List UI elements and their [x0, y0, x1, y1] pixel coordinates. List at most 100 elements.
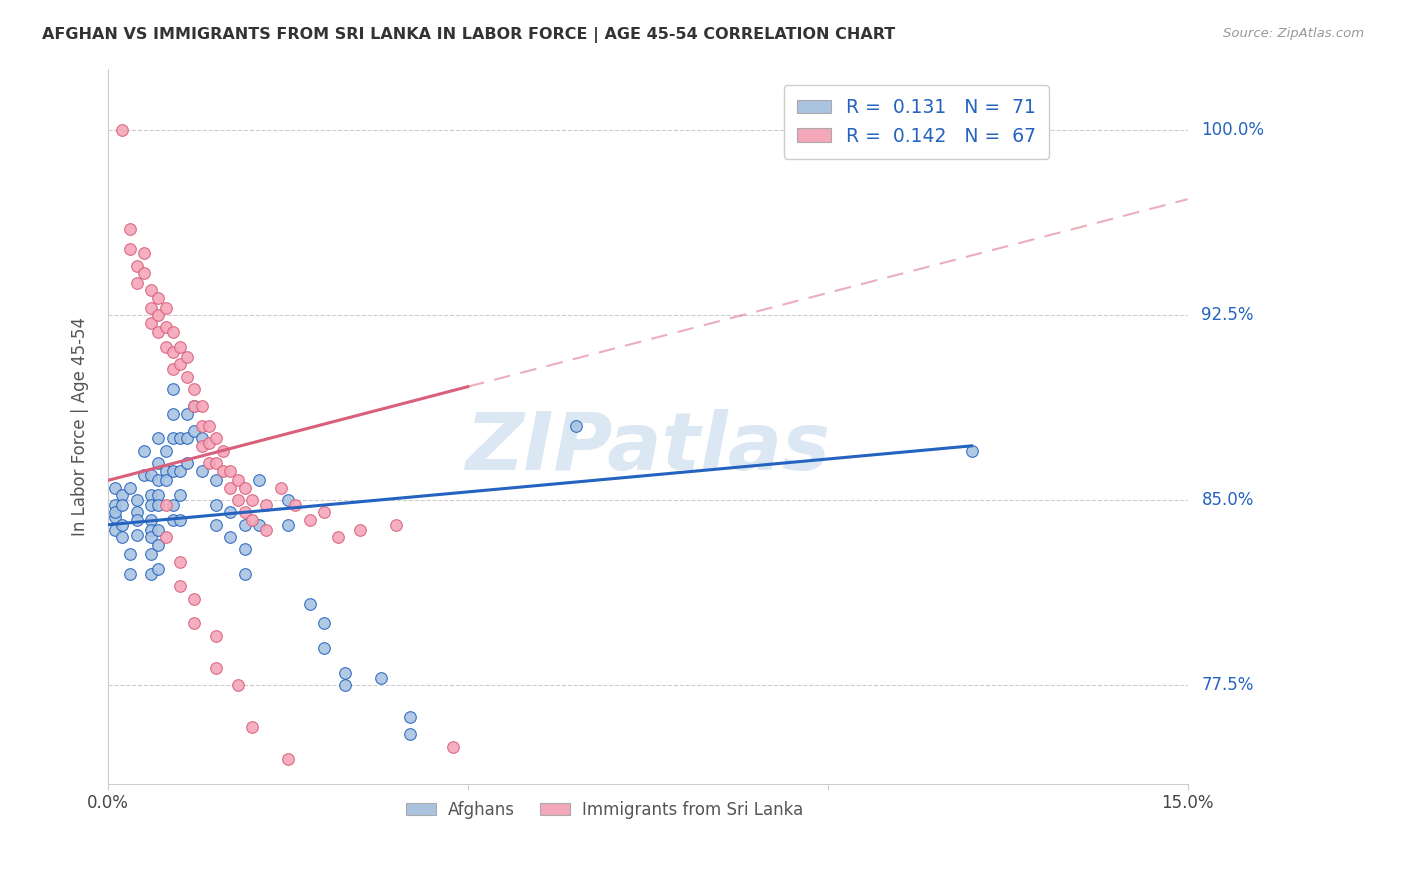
- Point: [148, 432, 170, 446]
- Point: [233, 567, 256, 582]
- Point: [240, 720, 263, 734]
- Point: [169, 432, 191, 446]
- Point: [162, 463, 184, 477]
- Point: [155, 463, 177, 477]
- Legend: Afghans, Immigrants from Sri Lanka: Afghans, Immigrants from Sri Lanka: [399, 794, 810, 825]
- Point: [155, 474, 177, 488]
- Point: [399, 727, 422, 741]
- Point: [132, 468, 155, 483]
- Point: [212, 463, 235, 477]
- Point: [197, 436, 219, 450]
- Point: [183, 616, 205, 631]
- Point: [111, 123, 134, 137]
- Point: [162, 407, 184, 421]
- Point: [111, 488, 134, 502]
- Text: ZIPatlas: ZIPatlas: [465, 409, 831, 486]
- Point: [155, 340, 177, 354]
- Point: [212, 443, 235, 458]
- Point: [312, 641, 335, 656]
- Point: [226, 678, 249, 692]
- Point: [169, 358, 191, 372]
- Point: [162, 513, 184, 527]
- Point: [141, 530, 163, 544]
- Point: [399, 710, 422, 724]
- Point: [176, 456, 198, 470]
- Point: [219, 481, 242, 495]
- Point: [148, 291, 170, 305]
- Point: [240, 513, 263, 527]
- Point: [312, 505, 335, 519]
- Point: [183, 400, 205, 414]
- Point: [148, 308, 170, 322]
- Point: [141, 547, 163, 561]
- Point: [104, 498, 127, 512]
- Point: [148, 498, 170, 512]
- Point: [219, 463, 242, 477]
- Point: [183, 591, 205, 606]
- Point: [155, 443, 177, 458]
- Point: [141, 468, 163, 483]
- Point: [190, 432, 212, 446]
- Point: [328, 530, 350, 544]
- Point: [277, 517, 299, 532]
- Point: [141, 567, 163, 582]
- Point: [254, 523, 277, 537]
- Point: [183, 382, 205, 396]
- Point: [155, 320, 177, 334]
- Point: [141, 301, 163, 315]
- Point: [205, 432, 228, 446]
- Point: [111, 498, 134, 512]
- Point: [118, 242, 141, 256]
- Point: [141, 284, 163, 298]
- Point: [205, 629, 228, 643]
- Point: [176, 350, 198, 364]
- Point: [176, 432, 198, 446]
- Point: [104, 510, 127, 524]
- Point: [111, 530, 134, 544]
- Point: [141, 513, 163, 527]
- Text: 77.5%: 77.5%: [1202, 676, 1254, 694]
- Point: [125, 527, 148, 541]
- Point: [104, 481, 127, 495]
- Point: [190, 463, 212, 477]
- Point: [349, 523, 371, 537]
- Point: [169, 340, 191, 354]
- Point: [190, 400, 212, 414]
- Point: [148, 523, 170, 537]
- Point: [443, 739, 465, 754]
- Point: [132, 246, 155, 260]
- Point: [254, 498, 277, 512]
- Point: [233, 481, 256, 495]
- Point: [155, 498, 177, 512]
- Point: [125, 259, 148, 273]
- Point: [565, 419, 588, 434]
- Point: [183, 424, 205, 438]
- Point: [176, 369, 198, 384]
- Point: [169, 463, 191, 477]
- Point: [141, 523, 163, 537]
- Point: [104, 523, 127, 537]
- Point: [233, 505, 256, 519]
- Point: [111, 517, 134, 532]
- Point: [205, 474, 228, 488]
- Point: [183, 400, 205, 414]
- Point: [162, 326, 184, 340]
- Point: [277, 493, 299, 508]
- Point: [162, 498, 184, 512]
- Text: 85.0%: 85.0%: [1202, 491, 1254, 509]
- Point: [370, 671, 392, 685]
- Point: [205, 517, 228, 532]
- Point: [205, 661, 228, 675]
- Point: [162, 362, 184, 376]
- Point: [169, 579, 191, 593]
- Point: [247, 474, 270, 488]
- Point: [219, 530, 242, 544]
- Point: [125, 276, 148, 290]
- Point: [132, 266, 155, 280]
- Point: [162, 432, 184, 446]
- Point: [155, 301, 177, 315]
- Point: [118, 567, 141, 582]
- Text: Source: ZipAtlas.com: Source: ZipAtlas.com: [1223, 27, 1364, 40]
- Point: [240, 493, 263, 508]
- Point: [141, 488, 163, 502]
